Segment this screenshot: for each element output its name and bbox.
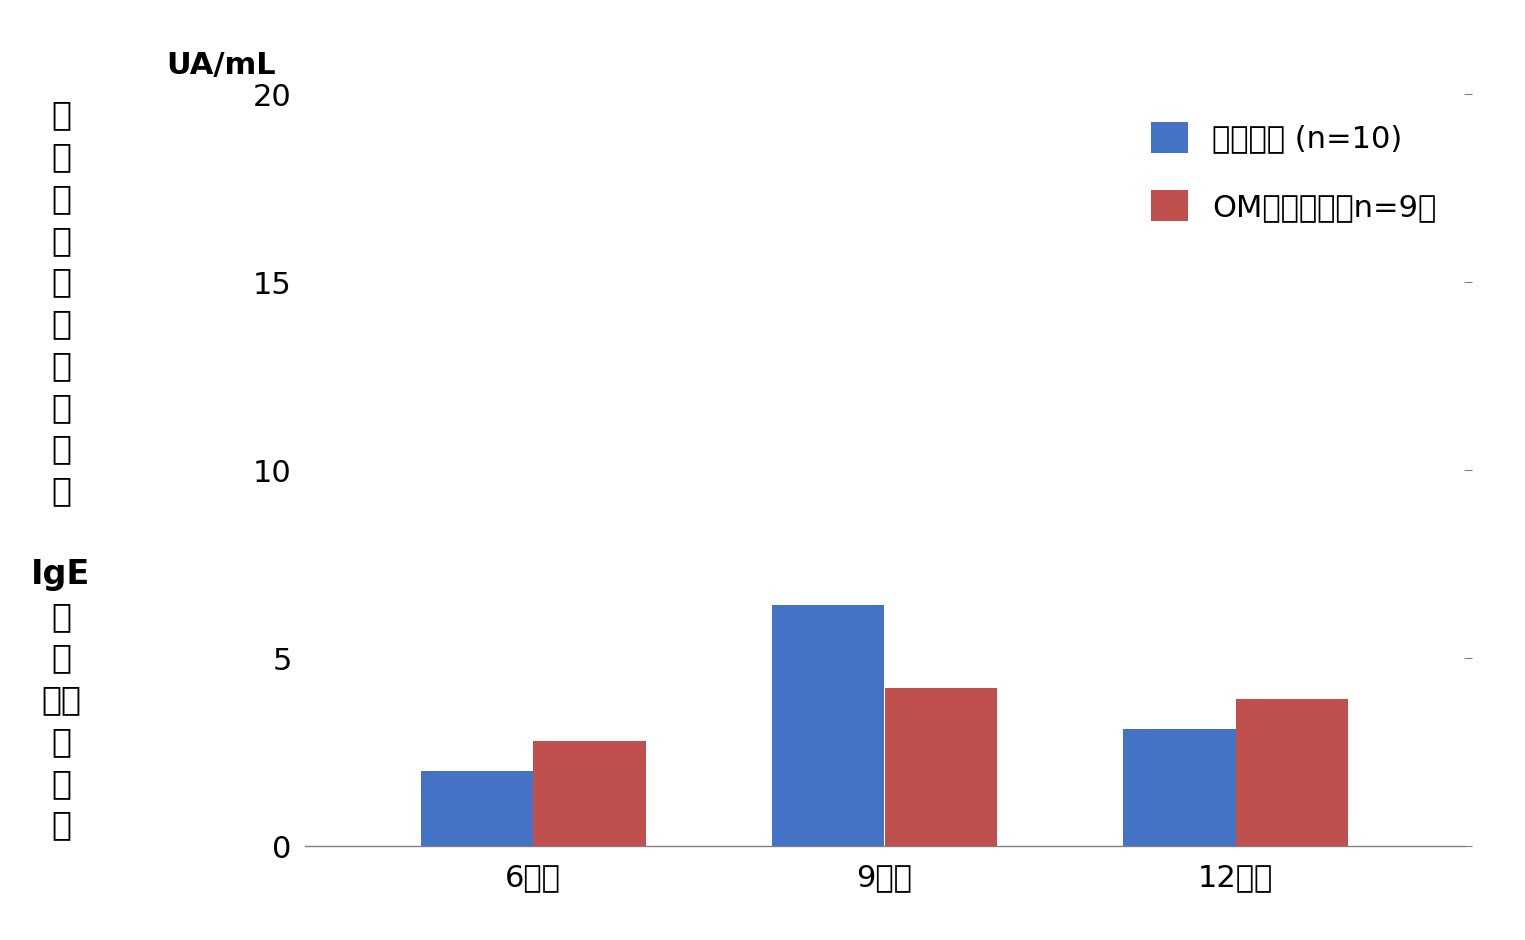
Bar [1235,699,1348,846]
Bar [421,771,534,846]
Text: ）: ） [50,808,72,841]
Text: 卵: 卵 [50,99,72,132]
Text: ゲ: ゲ [50,265,72,299]
Text: ン: ン [50,307,72,340]
Text: 値: 値 [50,767,72,800]
Bar [534,741,645,846]
Bar [1124,729,1235,846]
Text: 体: 体 [50,641,72,675]
Legend: 加熱卵群 (n=10), OM減量卵群（n=9）: 加熱卵群 (n=10), OM減量卵群（n=9） [1139,109,1449,234]
Bar [884,688,997,846]
Text: に: に [50,349,72,382]
Text: ル: ル [50,224,72,257]
Text: 抗: 抗 [50,600,72,633]
Text: （中: （中 [41,683,81,716]
Text: レ: レ [50,182,72,215]
Text: 対: 対 [50,391,72,424]
Text: す: す [50,432,72,465]
Text: る: る [50,475,72,508]
Text: IgE: IgE [32,558,90,591]
Bar [772,605,884,846]
Text: UA/mL: UA/mL [166,51,276,80]
Text: 央: 央 [50,725,72,758]
Text: ア: ア [50,140,72,173]
